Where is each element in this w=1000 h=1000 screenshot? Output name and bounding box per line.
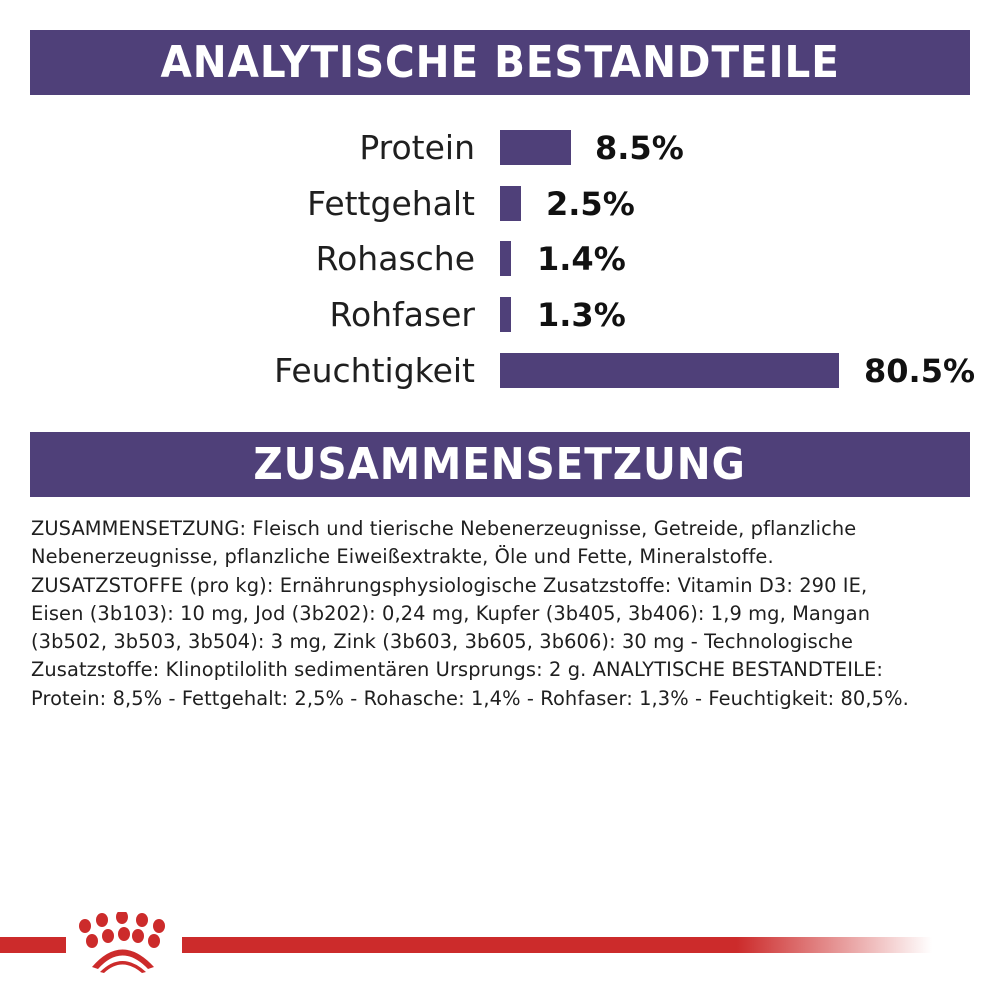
row-label: Rohasche	[315, 239, 475, 278]
row-value: 1.4%	[537, 240, 626, 278]
red-stripe-right	[182, 937, 932, 953]
red-stripe-left	[0, 937, 66, 953]
composition-text: ZUSAMMENSETZUNG: Fleisch und tierische N…	[31, 515, 981, 713]
bar	[500, 130, 571, 165]
row-label: Feuchtigkeit	[274, 351, 475, 390]
row-value: 2.5%	[546, 185, 635, 223]
chart-row-feuchtigkeit: Feuchtigkeit 80.5%	[0, 351, 1000, 390]
composition-line: ZUSATZSTOFFE (pro kg): Ernährungsphysiol…	[31, 573, 868, 597]
composition-line: Nebenerzeugnisse, pflanzliche Eiweißextr…	[31, 545, 774, 569]
row-value: 1.3%	[537, 296, 626, 334]
composition-line: Protein: 8,5% - Fettgehalt: 2,5% - Rohas…	[31, 686, 909, 710]
composition-line: Zusatzstoffe: Klinoptilolith sedimentäre…	[31, 658, 883, 682]
composition-line: ZUSAMMENSETZUNG: Fleisch und tierische N…	[31, 517, 857, 540]
composition-line: (3b502, 3b503, 3b504): 3 mg, Zink (3b603…	[31, 630, 854, 654]
bar	[500, 186, 521, 221]
row-label: Fettgehalt	[307, 184, 475, 223]
row-label: Rohfaser	[329, 295, 475, 334]
row-value: 8.5%	[595, 129, 684, 167]
chart-row-fettgehalt: Fettgehalt 2.5%	[0, 184, 1000, 223]
royal-canin-crown-icon	[79, 912, 165, 973]
composition-line: Eisen (3b103): 10 mg, Jod (3b202): 0,24 …	[31, 601, 871, 625]
row-label: Protein	[359, 128, 475, 167]
row-value: 80.5%	[864, 352, 976, 390]
analysis-banner: ANALYTISCHE BESTANDTEILE	[30, 30, 970, 95]
analysis-title: ANALYTISCHE BESTANDTEILE	[160, 37, 840, 88]
chart-row-rohfaser: Rohfaser 1.3%	[0, 295, 1000, 334]
bar	[500, 297, 511, 332]
bar	[500, 353, 839, 388]
chart-row-protein: Protein 8.5%	[0, 128, 1000, 167]
chart-row-rohasche: Rohasche 1.4%	[0, 239, 1000, 278]
composition-banner: ZUSAMMENSETZUNG	[30, 432, 970, 497]
bar	[500, 241, 511, 276]
composition-title: ZUSAMMENSETZUNG	[253, 439, 747, 490]
